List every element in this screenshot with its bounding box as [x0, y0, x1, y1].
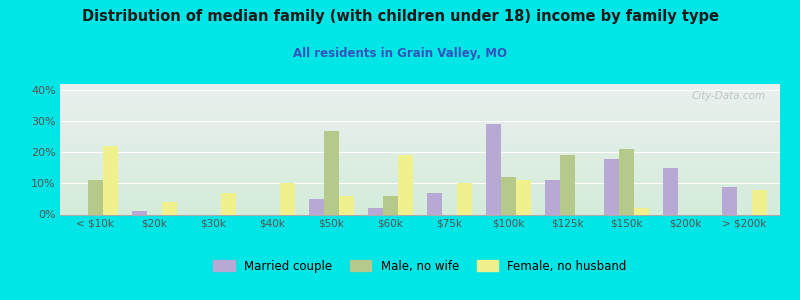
Text: City-Data.com: City-Data.com — [691, 91, 766, 100]
Bar — [162, 202, 177, 214]
Bar — [457, 183, 472, 214]
Bar — [310, 199, 324, 214]
Bar — [102, 146, 118, 214]
Bar — [427, 193, 442, 214]
Bar — [486, 124, 501, 214]
Bar — [516, 180, 530, 214]
Bar — [221, 193, 235, 214]
Bar — [324, 130, 339, 214]
Bar — [88, 180, 102, 214]
Bar — [605, 159, 619, 214]
Bar — [501, 177, 516, 214]
Bar — [722, 187, 738, 214]
Bar — [280, 183, 294, 214]
Bar — [634, 208, 649, 214]
Bar — [560, 155, 575, 214]
Bar — [752, 190, 766, 214]
Bar — [546, 180, 560, 214]
Text: All residents in Grain Valley, MO: All residents in Grain Valley, MO — [293, 46, 507, 59]
Text: Distribution of median family (with children under 18) income by family type: Distribution of median family (with chil… — [82, 9, 718, 24]
Bar — [398, 155, 413, 214]
Bar — [339, 196, 354, 214]
Bar — [383, 196, 398, 214]
Bar — [663, 168, 678, 214]
Legend: Married couple, Male, no wife, Female, no husband: Married couple, Male, no wife, Female, n… — [214, 260, 626, 273]
Bar — [132, 212, 147, 214]
Bar — [619, 149, 634, 214]
Bar — [368, 208, 383, 214]
